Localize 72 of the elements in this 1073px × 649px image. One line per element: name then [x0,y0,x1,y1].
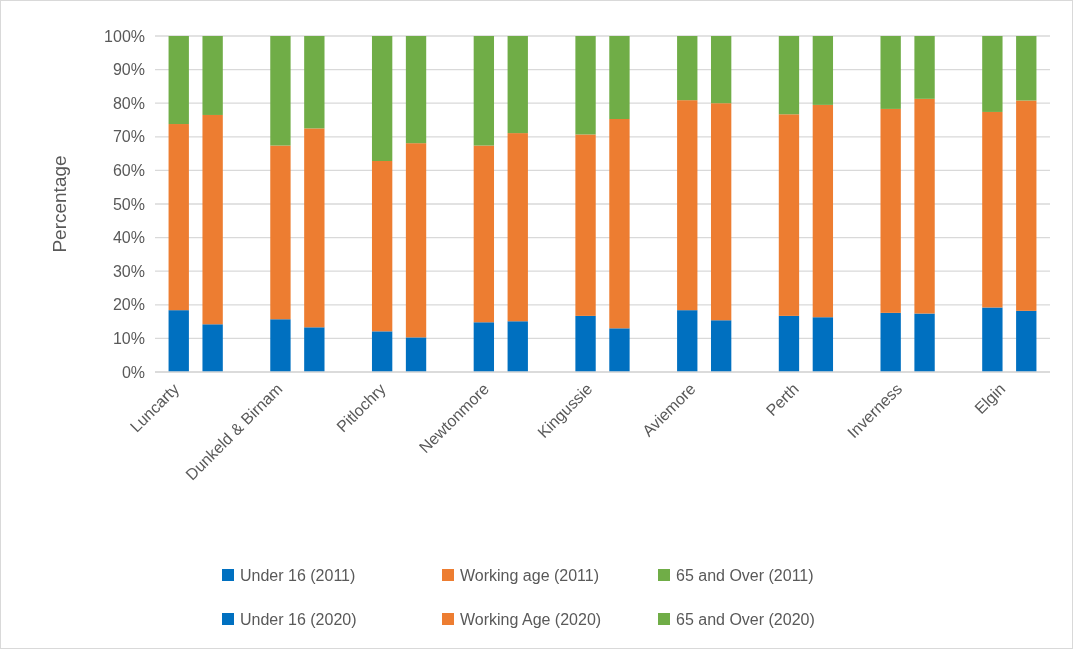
bar [914,36,935,99]
bar [1016,310,1037,372]
legend-label: Under 16 (2020) [240,610,357,628]
bar [270,36,291,146]
legend-label: 65 and Over (2020) [676,610,815,628]
bar [710,36,732,104]
y-tick-label: 70% [112,128,145,146]
y-tick-label: 90% [112,61,145,79]
bar [880,108,901,313]
bar [812,104,834,318]
bar [982,36,1003,112]
y-tick-label: 0% [121,363,145,381]
bar [710,103,732,321]
bar [371,331,393,372]
bar [710,320,732,372]
bar [507,321,528,372]
bar [507,133,528,322]
bar [304,327,325,372]
y-tick-label: 50% [112,195,145,213]
bar [575,134,596,316]
y-tick-label: 20% [112,296,145,314]
bar [405,337,427,372]
bar [168,36,189,125]
y-axis-title: Percentage [49,155,70,253]
bar [677,100,698,311]
bar [575,315,596,372]
bar [304,36,325,129]
bar [304,128,325,328]
bar [1016,36,1037,101]
bar [880,36,901,109]
bar [202,324,223,372]
legend-label: 65 and Over (2011) [676,566,814,584]
bar [609,118,630,329]
bar [677,36,698,101]
bar [982,111,1003,308]
bar [880,312,901,372]
bar [371,160,393,332]
bar [168,310,189,372]
bar [914,98,935,314]
bar [473,322,495,372]
bar [371,36,393,161]
y-tick-label: 60% [112,162,145,179]
bar [609,36,630,119]
bar [202,36,223,115]
bar [778,36,800,115]
bar [1016,100,1037,311]
legend-label: Under 16 (2011) [240,566,356,584]
bar [405,36,427,144]
y-tick-label: 10% [112,330,145,347]
bar [982,307,1003,372]
bar [473,36,495,146]
bar [405,143,427,338]
legend-label: Working age (2011) [460,566,600,584]
bar [168,124,189,311]
bar [270,145,291,320]
y-tick-label: 30% [112,262,145,280]
bar [270,319,291,372]
bar [812,317,834,372]
bar [473,145,495,323]
bar [609,328,630,372]
bar [812,36,834,105]
bar [677,310,698,372]
bar [778,315,800,372]
legend-label: Working Age (2020) [460,610,602,628]
bar [575,36,596,135]
bar [202,114,223,325]
bar [778,114,800,316]
bar [914,313,935,372]
y-tick-label: 80% [112,94,145,112]
y-tick-label: 40% [112,229,145,247]
bar [507,36,528,134]
y-tick-label: 100% [104,27,145,45]
